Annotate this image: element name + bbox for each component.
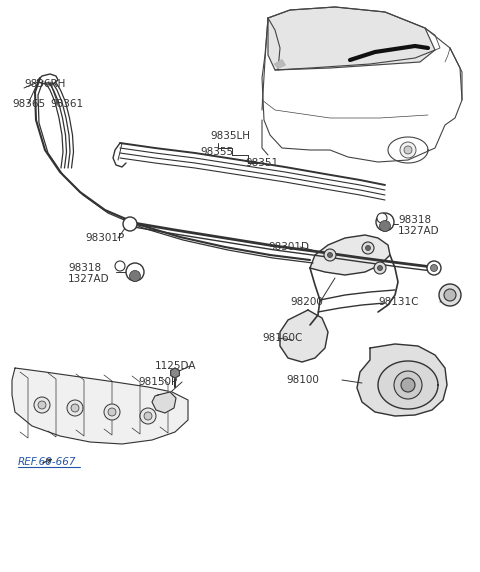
- Circle shape: [400, 142, 416, 158]
- Text: 98365: 98365: [12, 99, 45, 109]
- Circle shape: [71, 404, 79, 412]
- Polygon shape: [12, 368, 188, 444]
- Circle shape: [327, 252, 333, 257]
- Circle shape: [427, 261, 441, 275]
- Polygon shape: [152, 392, 176, 413]
- Circle shape: [144, 412, 152, 420]
- Text: 9835LH: 9835LH: [210, 131, 250, 141]
- Text: 98318: 98318: [68, 263, 101, 273]
- Circle shape: [38, 401, 46, 409]
- Circle shape: [67, 400, 83, 416]
- Circle shape: [123, 217, 137, 231]
- Circle shape: [394, 371, 422, 399]
- Circle shape: [380, 220, 391, 232]
- Text: 98301P: 98301P: [85, 233, 124, 243]
- Circle shape: [324, 249, 336, 261]
- Text: 98301D: 98301D: [268, 242, 309, 252]
- Polygon shape: [268, 7, 435, 70]
- Text: 98361: 98361: [50, 99, 83, 109]
- Text: 98318: 98318: [398, 215, 431, 225]
- Text: 98150P: 98150P: [138, 377, 177, 387]
- Polygon shape: [171, 368, 180, 378]
- Polygon shape: [378, 361, 438, 409]
- Polygon shape: [357, 344, 447, 416]
- Text: 98200: 98200: [290, 297, 323, 307]
- Text: 98160C: 98160C: [262, 333, 302, 343]
- Text: 98131C: 98131C: [378, 297, 419, 307]
- Circle shape: [108, 408, 116, 416]
- Text: 98355: 98355: [200, 147, 233, 157]
- Circle shape: [126, 263, 144, 281]
- Circle shape: [377, 265, 383, 271]
- Circle shape: [444, 289, 456, 301]
- Circle shape: [104, 404, 120, 420]
- Circle shape: [439, 284, 461, 306]
- Text: 1125DA: 1125DA: [155, 361, 196, 371]
- Text: 98351: 98351: [245, 158, 278, 168]
- Circle shape: [365, 245, 371, 251]
- Text: 9836RH: 9836RH: [24, 79, 65, 89]
- Circle shape: [140, 408, 156, 424]
- Circle shape: [374, 262, 386, 274]
- Circle shape: [130, 271, 141, 281]
- Text: REF.60-667: REF.60-667: [18, 457, 76, 467]
- Circle shape: [362, 242, 374, 254]
- Polygon shape: [280, 310, 328, 362]
- Circle shape: [376, 213, 394, 231]
- Circle shape: [115, 261, 125, 271]
- Circle shape: [34, 397, 50, 413]
- Text: 98100: 98100: [286, 375, 319, 385]
- Text: 1327AD: 1327AD: [68, 274, 109, 284]
- Polygon shape: [310, 235, 390, 275]
- Text: 1327AD: 1327AD: [398, 226, 440, 236]
- Circle shape: [377, 213, 387, 223]
- Circle shape: [401, 378, 415, 392]
- Circle shape: [431, 264, 437, 272]
- Polygon shape: [275, 60, 285, 68]
- Circle shape: [404, 146, 412, 154]
